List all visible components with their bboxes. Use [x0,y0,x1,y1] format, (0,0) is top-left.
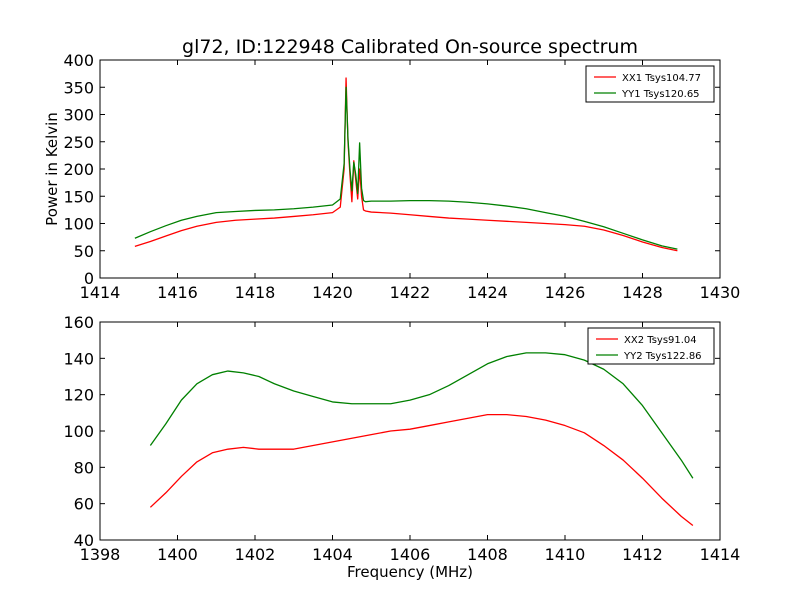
legend-label: XX2 Tsys91.04 [624,335,697,346]
y-tick-label: 400 [63,51,94,70]
legend: XX1 Tsys104.77 YY1 Tsys120.65 [585,65,715,103]
x-tick-label: 1416 [157,283,198,302]
x-tick-label: 1428 [622,283,663,302]
y-tick-label: 350 [63,78,94,97]
x-tick-label: 1418 [235,283,276,302]
x-tick-label: 1400 [157,545,198,564]
legend-label: YY1 Tsys120.65 [621,89,700,100]
y-tick-label: 50 [74,242,94,261]
legend-label: XX1 Tsys104.77 [622,73,701,84]
series-line-2 [149,352,694,479]
y-tick-label: 200 [63,160,94,179]
x-tick-label: 1420 [312,283,353,302]
x-tick-label: 1422 [390,283,431,302]
legend-label: YY2 Tsys122.86 [623,351,702,362]
x-tick-label: 1412 [622,545,663,564]
figure-title: gl72, ID:122948 Calibrated On-source spe… [182,36,638,58]
x-tick-label: 1424 [467,283,508,302]
x-tick-label: 1404 [312,545,353,564]
legend: XX2 Tsys91.04 YY2 Tsys122.86 [587,327,715,365]
y-tick-label: 140 [63,349,94,368]
x-tick-label: 1426 [545,283,586,302]
y-tick-label: 100 [63,422,94,441]
y-tick-label: 300 [63,106,94,125]
y-tick-label: 40 [74,531,94,550]
legend-box [585,65,715,103]
x-tick-label: 1408 [467,545,508,564]
top-panel: 1414 1416 1418 1420 1422 1424 1426 1428 1430 0 50 1… [43,51,740,302]
bottom-panel: 1398 1400 1402 1404 1406 1408 1410 1412 1414 40 60… [63,313,740,581]
y-axis-label: Power in Kelvin [43,112,61,226]
x-tick-label: 1398 [80,545,121,564]
x-tick-label: 1406 [390,545,431,564]
x-axis-label: Frequency (MHz) [347,563,473,581]
legend-box [587,327,715,365]
y-tick-label: 0 [84,269,94,288]
y-tick-label: 150 [63,187,94,206]
y-tick-label: 120 [63,386,94,405]
x-tick-label: 1402 [235,545,276,564]
y-tick-label: 100 [63,215,94,234]
x-tick-label: 1430 [700,283,741,302]
y-tick-label: 250 [63,133,94,152]
x-tick-label: 1414 [80,283,121,302]
y-tick-label: 60 [74,495,94,514]
x-tick-label: 1410 [545,545,586,564]
y-tick-label: 80 [74,458,94,477]
series-line-1 [149,413,694,526]
x-tick-label: 1414 [700,545,741,564]
series-line-2 [134,86,678,250]
y-tick-label: 160 [63,313,94,332]
